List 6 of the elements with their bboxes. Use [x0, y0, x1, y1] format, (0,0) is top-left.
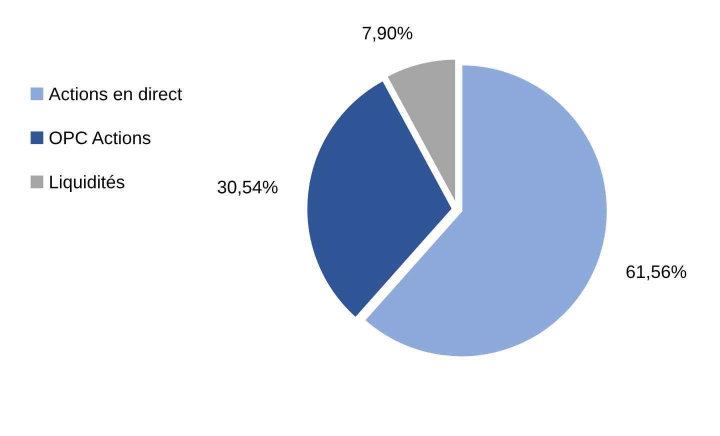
data-label: 30,54% — [218, 180, 278, 196]
data-label: 61,56% — [626, 265, 686, 280]
data-label: 7,90% — [362, 26, 412, 42]
legend-label: OPC Actions — [50, 131, 150, 144]
legend-label: Liquidités — [50, 174, 124, 192]
legend-label: Actions en direct — [48, 87, 182, 100]
